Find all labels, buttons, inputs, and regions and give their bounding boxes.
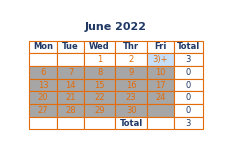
Text: Mon: Mon xyxy=(33,42,53,51)
Text: 28: 28 xyxy=(65,106,76,115)
Text: 14: 14 xyxy=(65,81,76,89)
Text: 0: 0 xyxy=(185,106,190,115)
Bar xyxy=(147,79,173,91)
Text: 23: 23 xyxy=(125,93,136,102)
Bar xyxy=(84,41,115,53)
Bar xyxy=(147,53,173,66)
Text: 17: 17 xyxy=(155,81,165,89)
Bar xyxy=(115,79,147,91)
Bar xyxy=(84,104,115,117)
Bar xyxy=(57,53,84,66)
Bar xyxy=(173,41,202,53)
Text: Fri: Fri xyxy=(154,42,166,51)
Bar xyxy=(147,117,173,130)
Text: 8: 8 xyxy=(97,68,102,77)
Text: 7: 7 xyxy=(68,68,73,77)
Text: 3: 3 xyxy=(184,55,190,64)
Bar xyxy=(57,91,84,104)
Bar xyxy=(115,91,147,104)
Bar xyxy=(147,66,173,79)
Bar xyxy=(115,66,147,79)
Text: 21: 21 xyxy=(65,93,76,102)
Text: June 2022: June 2022 xyxy=(84,22,146,32)
Bar xyxy=(147,41,173,53)
Bar xyxy=(147,104,173,117)
Text: 16: 16 xyxy=(125,81,136,89)
Text: 3)+: 3)+ xyxy=(152,55,167,64)
Bar xyxy=(57,66,84,79)
Bar xyxy=(29,53,57,66)
Bar xyxy=(84,53,115,66)
Bar xyxy=(57,79,84,91)
Bar xyxy=(29,117,57,130)
Text: Total: Total xyxy=(119,119,142,128)
Bar xyxy=(29,91,57,104)
Text: 9: 9 xyxy=(128,68,133,77)
Text: Total: Total xyxy=(176,42,199,51)
Text: 22: 22 xyxy=(94,93,104,102)
Text: 20: 20 xyxy=(38,93,48,102)
Bar xyxy=(57,41,84,53)
Text: 2: 2 xyxy=(128,55,133,64)
Text: Tue: Tue xyxy=(62,42,79,51)
Bar xyxy=(173,66,202,79)
Text: 30: 30 xyxy=(125,106,136,115)
Text: 10: 10 xyxy=(155,68,165,77)
Bar xyxy=(29,104,57,117)
Text: 27: 27 xyxy=(38,106,48,115)
Text: 6: 6 xyxy=(40,68,46,77)
Bar xyxy=(115,41,147,53)
Text: 3: 3 xyxy=(184,119,190,128)
Bar xyxy=(84,66,115,79)
Bar xyxy=(173,53,202,66)
Text: 0: 0 xyxy=(185,81,190,89)
Bar xyxy=(84,117,115,130)
Bar xyxy=(84,79,115,91)
Bar xyxy=(29,66,57,79)
Text: Wed: Wed xyxy=(89,42,110,51)
Bar xyxy=(173,104,202,117)
Text: 0: 0 xyxy=(185,68,190,77)
Bar xyxy=(173,91,202,104)
Text: 24: 24 xyxy=(155,93,165,102)
Text: 0: 0 xyxy=(185,93,190,102)
Bar xyxy=(173,79,202,91)
Bar xyxy=(57,117,84,130)
Bar xyxy=(173,117,202,130)
Text: 29: 29 xyxy=(94,106,104,115)
Bar xyxy=(115,117,147,130)
Text: 13: 13 xyxy=(38,81,48,89)
Text: 1: 1 xyxy=(97,55,102,64)
Text: Thr: Thr xyxy=(123,42,139,51)
Text: 15: 15 xyxy=(94,81,104,89)
Bar xyxy=(84,91,115,104)
Bar xyxy=(29,41,57,53)
Bar xyxy=(115,104,147,117)
Bar xyxy=(29,79,57,91)
Bar xyxy=(115,53,147,66)
Bar xyxy=(57,104,84,117)
Bar xyxy=(147,91,173,104)
